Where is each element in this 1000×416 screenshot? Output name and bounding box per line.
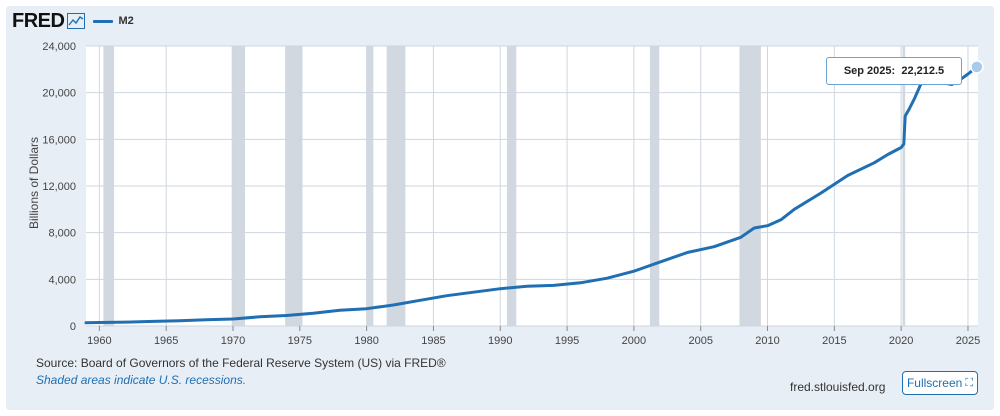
y-tick-label: 16,000 [42, 134, 76, 146]
fred-logo[interactable]: FRED [12, 9, 65, 32]
x-tick-label: 1960 [87, 335, 111, 347]
legend-swatch [93, 19, 114, 23]
x-tick-label: 1990 [488, 335, 512, 347]
fullscreen-label: Fullscreen [906, 376, 963, 390]
x-tick-label: 1965 [154, 335, 178, 347]
tooltip: Sep 2025: 22,212.5 [826, 57, 962, 85]
fullscreen-button[interactable]: Fullscreen ⛶ [902, 371, 978, 395]
x-tick-label: 2025 [956, 335, 980, 347]
y-tick-label: 4,000 [48, 274, 76, 286]
x-tick-label: 2010 [755, 335, 779, 347]
chart-header: FRED M2 [12, 10, 134, 32]
series-line-m2 [84, 65, 979, 325]
hover-point [970, 60, 984, 74]
y-tick-label: 12,000 [42, 181, 76, 193]
tooltip-date: Sep 2025: [843, 65, 896, 77]
line-chart-icon [67, 13, 86, 29]
y-tick-label: 24,000 [42, 41, 76, 53]
series-group [84, 60, 984, 325]
x-tick-label: 2000 [622, 335, 646, 347]
site-url[interactable]: fred.stlouisfed.org [790, 380, 886, 394]
legend-label: M2 [118, 15, 134, 27]
x-tick-label: 1970 [221, 335, 245, 347]
legend[interactable]: M2 [93, 15, 134, 27]
x-tick-label: 2020 [889, 335, 913, 347]
source-note: Source: Board of Governors of the Federa… [36, 356, 446, 370]
x-axis-ticks: 1960 1965 1970 1975 1980 1985 1990 1995 2000 2005… [87, 326, 980, 347]
y-tick-label: 20,000 [42, 88, 76, 100]
x-tick-label: 2005 [688, 335, 712, 347]
x-tick-label: 1975 [288, 335, 312, 347]
y-axis-ticks: 0 4,000 8,000 12,000 16,000 20,000 24,000 [42, 41, 76, 333]
tooltip-value: 22,212.5 [901, 65, 945, 77]
recession-note[interactable]: Shaded areas indicate U.S. recessions. [36, 373, 247, 387]
x-tick-label: 2015 [822, 335, 846, 347]
fullscreen-icon: ⛶ [965, 376, 974, 389]
y-axis-label: Billions of Dollars [27, 137, 41, 229]
y-tick-label: 0 [70, 321, 76, 333]
x-tick-label: 1995 [555, 335, 579, 347]
y-tick-label: 8,000 [48, 228, 76, 240]
x-tick-label: 1985 [421, 335, 445, 347]
x-tick-label: 1980 [354, 335, 378, 347]
